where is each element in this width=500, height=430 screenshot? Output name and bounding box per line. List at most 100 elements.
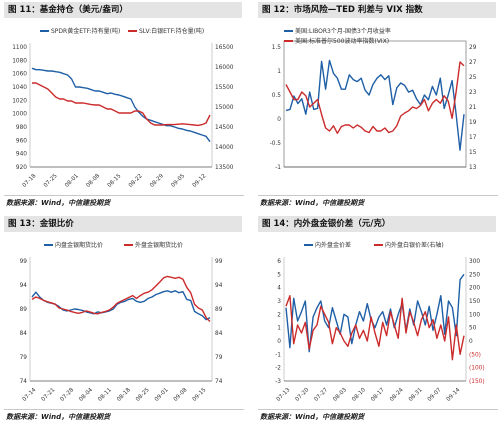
- chart-fund-holdings: 920 940 960 980 1000 1020 1040 1060 1080 1100 1350…: [12, 27, 234, 189]
- x-tick-label: 09-01: [154, 387, 170, 403]
- panel-fund-holdings: 图 11：基金持仓（美元/盎司） 920 940 960 980 1000 1020 104…: [4, 2, 244, 214]
- x-tick-label: 07-18: [22, 173, 38, 189]
- y-tick-label-right: 74: [215, 379, 223, 385]
- series-line: [285, 295, 465, 361]
- y-tick-label-left: 920: [16, 165, 27, 171]
- y-tick-label-left: 3: [277, 299, 281, 305]
- panel-title: 图 11：基金持仓（美元/盎司）: [8, 5, 128, 15]
- x-tick-label: 07-21: [41, 387, 57, 403]
- y-tick-label-left: 1020: [12, 98, 27, 104]
- y-tick-label-left: 5: [277, 272, 281, 278]
- y-tick-label-left: -1: [275, 165, 281, 171]
- data-source-note: 数据来源：Wind，中信建投期货: [258, 195, 498, 210]
- x-tick-label: 08-11: [97, 387, 113, 403]
- x-tick-label: 07-27: [313, 387, 329, 403]
- y-tick-label-right: 200: [469, 286, 480, 292]
- series-line: [31, 290, 211, 321]
- y-tick-label-left: 74: [20, 379, 28, 385]
- y-tick-label-left: 1: [277, 326, 281, 332]
- y-tick-label-left: 1080: [12, 58, 27, 64]
- series-line: [285, 273, 465, 353]
- x-tick-label: 09-12: [192, 173, 208, 189]
- x-tick-label: 07-14: [22, 387, 38, 403]
- y-tick-label-left: 94: [20, 283, 28, 289]
- x-tick-label: 08-31: [408, 387, 424, 403]
- x-tick-label: 08-08: [85, 173, 101, 189]
- x-tick-label: 07-28: [59, 387, 75, 403]
- y-tick-label-right: 14000: [215, 145, 234, 151]
- plot-frame: [283, 40, 467, 168]
- y-tick-label-left: 99: [20, 259, 28, 265]
- y-tick-label-right: 16000: [215, 65, 234, 71]
- y-tick-label-right: 29: [469, 45, 477, 51]
- y-tick-label-left: 89: [20, 307, 28, 313]
- y-tick-label-left: -3: [275, 379, 281, 385]
- panel-header: 图 11：基金持仓（美元/盎司）: [4, 2, 242, 18]
- y-tick-label-left: 1040: [12, 85, 27, 91]
- y-tick-label-right: (150): [469, 379, 485, 385]
- panel-header: 图 13：金银比价: [4, 216, 242, 232]
- panel-title: 图 14：内外盘金银价差（元/克）: [262, 219, 391, 229]
- legend-label: 内外盘金价差: [315, 241, 351, 249]
- panel-ted-vix: 图 12：市场风险—TED 利差与 VIX 指数 -1 -0.5 0 0.5 1 1.5 1…: [258, 2, 498, 214]
- y-tick-label-right: 100: [469, 312, 480, 318]
- x-tick-label: 08-22: [128, 173, 144, 189]
- y-tick-label-left: 1.5: [272, 45, 282, 51]
- y-tick-label-left: 940: [16, 152, 27, 158]
- y-tick-label-left: 1: [277, 69, 281, 75]
- x-tick-label: 08-18: [116, 387, 132, 403]
- x-tick-label: 08-25: [135, 387, 151, 403]
- y-tick-label-left: 6: [277, 259, 281, 265]
- y-tick-label-left: 1000: [12, 112, 27, 118]
- x-tick-label: 08-03: [332, 387, 348, 403]
- x-tick-label: 08-04: [78, 387, 94, 403]
- panel-title: 图 12：市场风险—TED 利差与 VIX 指数: [262, 5, 423, 15]
- y-tick-label-left: 0.5: [272, 93, 282, 99]
- y-tick-label-right: 27: [469, 60, 477, 66]
- y-tick-label-left: 0: [277, 339, 281, 345]
- chart-domestic-foreign-spread: -3 -2 -1 0 1 2 3 4 5 6 (150) (100) (50) 0 50 100 150 200 2…: [275, 241, 485, 403]
- legend-label: 美国:LIBOR3个月-国债3个月收益率: [295, 27, 391, 35]
- panel-domestic-foreign-spread: 图 14：内外盘金银价差（元/克） -3 -2 -1 0 1 2 3 4 5 6 (150) (100…: [258, 216, 498, 428]
- y-tick-label-right: 13500: [215, 165, 234, 171]
- series-line: [285, 61, 465, 135]
- legend-label: 内盘金银期货比价: [55, 241, 103, 249]
- y-tick-label-right: 17: [469, 135, 477, 141]
- chart-ted-vix: -1 -0.5 0 0.5 1 1.5 13 15 17 19 21 23 25 27 29 美国:LIBOR…: [270, 27, 477, 171]
- x-tick-label: 07-13: [276, 387, 292, 403]
- y-tick-label-right: 21: [469, 105, 477, 111]
- data-source-note: 数据来源：Wind，中信建投期货: [4, 409, 244, 424]
- data-source-note: 数据来源：Wind，中信建投期货: [4, 195, 244, 210]
- x-tick-label: 07-20: [295, 387, 311, 403]
- y-tick-label-right: 94: [215, 283, 223, 289]
- y-tick-label-right: 13: [469, 165, 477, 171]
- x-tick-label: 09-14: [446, 387, 462, 403]
- y-tick-label-right: 15500: [215, 85, 234, 91]
- series-line: [285, 59, 465, 151]
- x-tick-label: 07-25: [43, 173, 59, 189]
- panel-header: 图 12：市场风险—TED 利差与 VIX 指数: [258, 2, 496, 18]
- y-tick-label-right: 19: [469, 120, 477, 126]
- y-tick-label-right: 25: [469, 75, 477, 81]
- y-tick-label-left: 79: [20, 355, 28, 361]
- x-tick-label: 09-05: [170, 173, 186, 189]
- y-tick-label-left: 1060: [12, 72, 27, 78]
- series-line: [32, 82, 211, 127]
- y-tick-label-left: 2: [277, 312, 281, 318]
- legend-label: SPDR黄金ETF:持有量(吨): [51, 27, 120, 35]
- x-tick-label: 08-29: [149, 173, 165, 189]
- y-tick-label-right: 15000: [215, 105, 234, 111]
- x-tick-label: 09-15: [192, 387, 208, 403]
- y-tick-label-left: 960: [16, 138, 27, 144]
- y-tick-label-right: 15: [469, 150, 477, 156]
- y-tick-label-right: 250: [469, 272, 480, 278]
- y-tick-label-left: 980: [16, 125, 27, 131]
- y-tick-label-left: 4: [277, 286, 281, 292]
- y-tick-label-right: 150: [469, 299, 480, 305]
- data-source-note: 数据来源：Wind，中信建投期货: [258, 409, 498, 424]
- y-tick-label-left: -2: [275, 366, 281, 372]
- series-line: [31, 275, 211, 322]
- y-tick-label-right: (100): [469, 366, 485, 372]
- x-tick-label: 09-08: [173, 387, 189, 403]
